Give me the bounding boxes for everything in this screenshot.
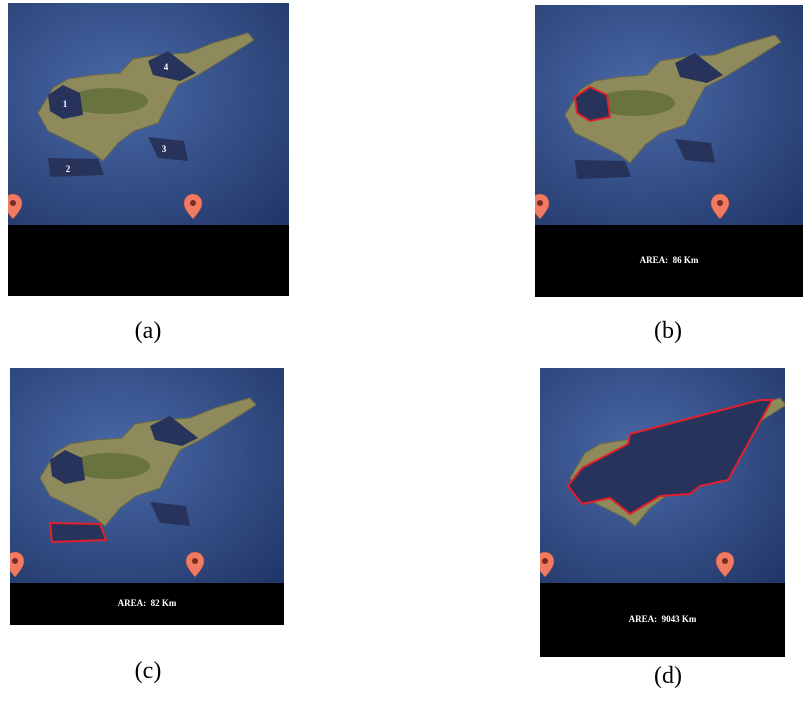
pin-dot <box>192 558 198 564</box>
polygon-label: 3 <box>162 144 167 154</box>
polygon-label: 4 <box>164 62 169 72</box>
map-view <box>10 368 284 583</box>
polygon-label: 2 <box>66 164 71 174</box>
area-readout: AREA: 9043 Km <box>540 614 785 624</box>
map-screenshot: AREA: 9043 Km <box>540 368 785 657</box>
map-screenshot: 1 2 3 4 <box>8 3 289 296</box>
polygon-label: 1 <box>63 99 68 109</box>
map-view: 1 2 3 4 <box>8 3 289 225</box>
caption: (b) <box>638 318 698 345</box>
polygon <box>50 523 106 542</box>
map-view <box>535 5 803 225</box>
area-readout: AREA: 86 Km <box>535 255 803 265</box>
caption: (a) <box>118 318 178 345</box>
map-screenshot: AREA: 86 Km <box>535 5 803 297</box>
map-view <box>540 368 785 583</box>
caption: (d) <box>638 663 698 690</box>
pin-dot <box>722 558 728 564</box>
pin-dot <box>717 200 723 206</box>
pin-dot <box>190 200 196 206</box>
polygon <box>575 160 631 179</box>
polygon <box>48 158 104 177</box>
area-readout: AREA: 82 Km <box>10 598 284 608</box>
pin-dot <box>12 558 18 564</box>
page: 1 2 3 4 (a) AREA: 86 Km (b) AREA: 82 Km (c) AREA:… <box>0 0 803 713</box>
pin-dot <box>537 200 543 206</box>
map-screenshot: AREA: 82 Km <box>10 368 284 625</box>
caption: (c) <box>118 658 178 685</box>
pin-dot <box>542 558 548 564</box>
pin-dot <box>10 200 16 206</box>
